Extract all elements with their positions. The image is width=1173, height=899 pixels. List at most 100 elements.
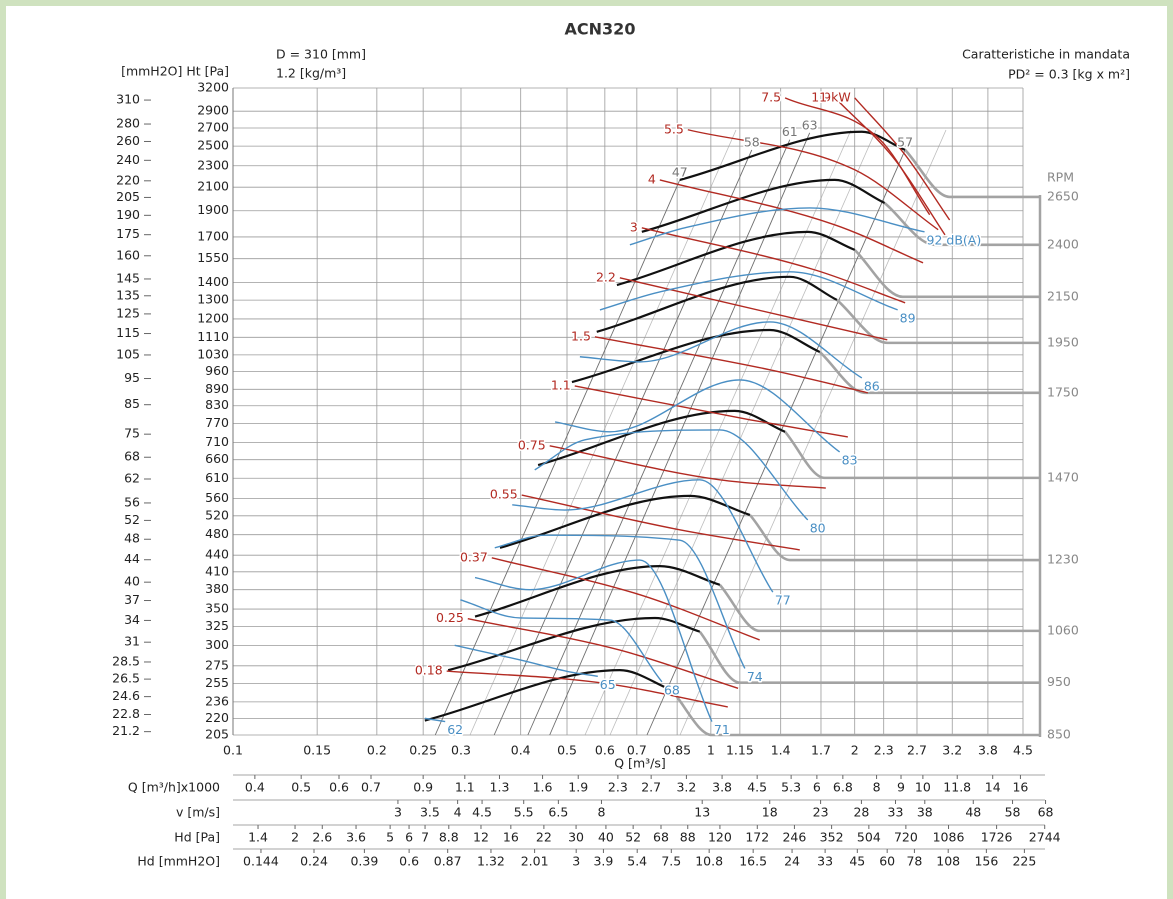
fan-curve-extension [883,201,1040,247]
scale-tick-label: 68 [1038,805,1054,820]
efficiency-line [549,132,811,736]
scale-tick-label: 0.144 [243,854,279,869]
scale-tick-label: 2.3 [608,780,628,795]
y2-tick-label: 22.8 [112,706,140,721]
system-line [609,129,877,736]
y-tick-label: 350 [205,601,229,616]
fan-curve [447,616,701,672]
y2-tick-label: 68 [124,449,140,464]
power-curve [619,277,888,341]
efficiency-line [527,139,791,736]
scale-tick-label: 5.3 [781,780,801,795]
noise-curve [512,479,774,593]
fan-curve [424,669,673,722]
scale-tick-label: 23 [813,805,829,820]
scale-tick-label: 0.6 [399,854,419,869]
power-curve [467,617,739,689]
noise-label: 86 [864,378,880,393]
power-label: 11 kW [811,89,850,104]
power-label: 2.2 [596,269,616,284]
noise-curve [424,717,446,723]
y2-tick-label: 220 [116,172,140,187]
power-curve [521,494,800,551]
power-curve [574,385,848,438]
rpm-title: RPM [1047,170,1074,185]
scale-tick-label: 33 [888,805,904,820]
x-tick-label: 3.2 [942,743,962,758]
fan-curve-extension [904,149,1040,199]
scale-tick-label: 0.39 [350,854,378,869]
scale-tick-label: 0.24 [300,854,328,869]
rpm-label: 1060 [1047,622,1079,637]
scale-tick-label: 246 [782,830,806,845]
efficiency-line [493,149,753,736]
y-tick-label: 220 [205,710,229,725]
scale-tick-label: 14 [985,780,1001,795]
fan-curve [571,328,821,384]
power-label: 0.37 [460,549,488,564]
y2-tick-label: 40 [124,574,140,589]
noise-curve [579,321,863,379]
noise-curve [629,207,925,246]
y-tick-label: 770 [205,415,229,430]
system-line [469,129,737,736]
scale-tick-label: 3.2 [676,780,696,795]
y-axis-title: [mmH2O] Ht [Pa] [121,64,229,79]
noise-curve [494,534,746,669]
scale-tick-label: 2744 [1029,830,1061,845]
y-tick-label: 560 [205,490,229,505]
y-tick-label: 255 [205,675,229,690]
efficiency-label: 58 [744,134,760,149]
scale-tick-label: 8.8 [439,830,459,845]
scale-tick-label: 38 [917,805,933,820]
scale-tick-label: 1.32 [477,854,505,869]
rpm-label: 2650 [1047,188,1079,203]
x-tick-label: 2.3 [874,743,894,758]
scale-tick-label: 18 [762,805,778,820]
noise-curve [460,599,663,683]
y-tick-label: 830 [205,397,229,412]
y-tick-label: 890 [205,381,229,396]
power-label: 9 [823,89,831,104]
scale-tick-label: 60 [879,854,895,869]
power-label: 1.1 [551,377,571,392]
rpm-label: 950 [1047,674,1071,689]
y2-tick-label: 125 [116,305,140,320]
power-curve [784,97,931,216]
x-tick-label: 0.25 [409,743,437,758]
scale-tick-label: 6 [813,780,821,795]
noise-label: 68 [664,682,680,697]
power-curve [834,97,946,236]
scale-tick-label: 12 [473,830,489,845]
scale-tick-label: 120 [708,830,732,845]
scale-tick-label: 4.5 [747,780,767,795]
x-tick-label: 0.85 [663,743,691,758]
scale-tick-label: 3.5 [420,805,440,820]
x-tick-label: 0.7 [627,743,647,758]
noise-label: 89 [900,310,916,325]
noise-label: 71 [714,722,730,737]
y2-tick-label: 205 [116,189,140,204]
x-tick-label: 0.2 [367,743,387,758]
scale-tick-label: 1086 [933,830,965,845]
y2-tick-label: 21.2 [112,723,140,738]
scale-tick-label: 3 [394,805,402,820]
scale-tick-label: 0.4 [245,780,265,795]
scale-tick-label: 6.5 [548,805,568,820]
fan-curve-extension [784,430,1040,480]
scale-tick-label: 2 [291,830,299,845]
y2-tick-label: 175 [116,226,140,241]
scale-tick-label: 45 [849,854,865,869]
y2-tick-label: 44 [124,551,140,566]
noise-curve [454,644,598,678]
scale-tick-label: 88 [680,830,696,845]
y-tick-label: 660 [205,451,229,466]
scale-label: Q [m³/h]x1000 [128,780,220,795]
scale-tick-label: 2.7 [641,780,661,795]
scale-tick-label: 1.3 [490,780,510,795]
scale-tick-label: 1.1 [455,780,475,795]
y2-tick-label: 56 [124,494,140,509]
noise-label: 80 [810,520,826,535]
scale-tick-label: 3.9 [593,854,613,869]
y2-tick-label: 48 [124,531,140,546]
